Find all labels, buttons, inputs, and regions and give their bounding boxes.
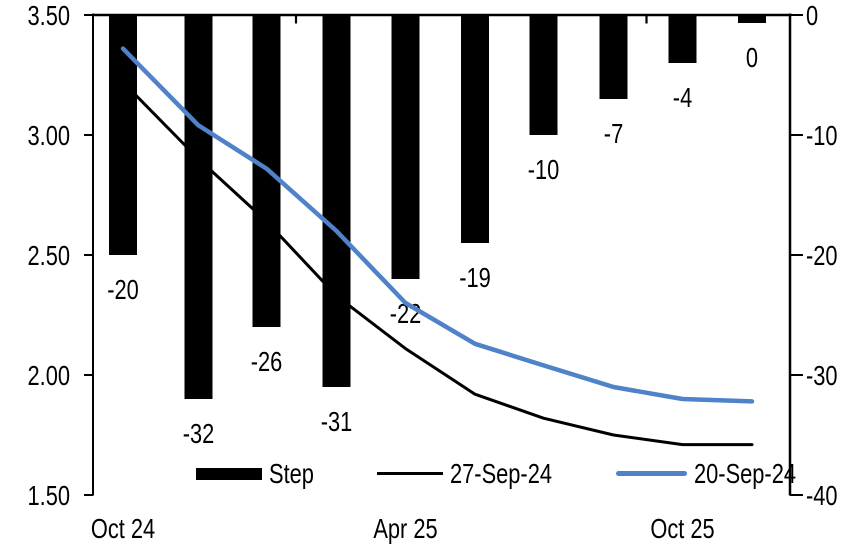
bar	[322, 15, 351, 387]
bar	[668, 15, 697, 63]
bar-data-label: -7	[604, 118, 623, 149]
bar-data-label: -32	[183, 418, 215, 449]
left-axis-tick-label: 2.50	[28, 240, 70, 271]
bar	[461, 15, 489, 243]
bar-data-label: 0	[746, 42, 758, 73]
left-axis-tick-label: 3.50	[28, 0, 70, 31]
left-axis-tick-label: 1.50	[28, 480, 70, 511]
bar-data-label: -31	[321, 406, 353, 437]
bar-data-label: -10	[528, 154, 560, 185]
right-axis-tick-label: -20	[806, 240, 838, 271]
line-series-27-Sep-24	[121, 80, 754, 447]
x-axis-tick-label: Oct 25	[650, 513, 714, 544]
line-series-20-Sep-24	[120, 46, 755, 404]
right-axis-tick-label: 0	[806, 0, 818, 31]
bar	[184, 15, 213, 399]
left-axis-tick-label: 2.00	[28, 360, 70, 391]
right-axis-tick-label: -40	[806, 480, 838, 511]
right-axis-tick-label: -30	[806, 360, 838, 391]
x-axis-tick-label: Oct 24	[91, 513, 155, 544]
bar-data-label: -26	[251, 346, 283, 377]
bar	[738, 15, 766, 23]
bar	[391, 15, 420, 279]
bar	[529, 15, 558, 135]
bar-data-label: -4	[673, 82, 692, 113]
bar-data-label: -20	[107, 274, 139, 305]
left-axis-tick-label: 3.00	[28, 120, 70, 151]
x-axis-tick-label: Apr 25	[373, 513, 437, 544]
bar-data-label: -19	[459, 262, 491, 293]
right-axis-tick-label: -10	[806, 120, 838, 151]
bar	[599, 15, 628, 99]
